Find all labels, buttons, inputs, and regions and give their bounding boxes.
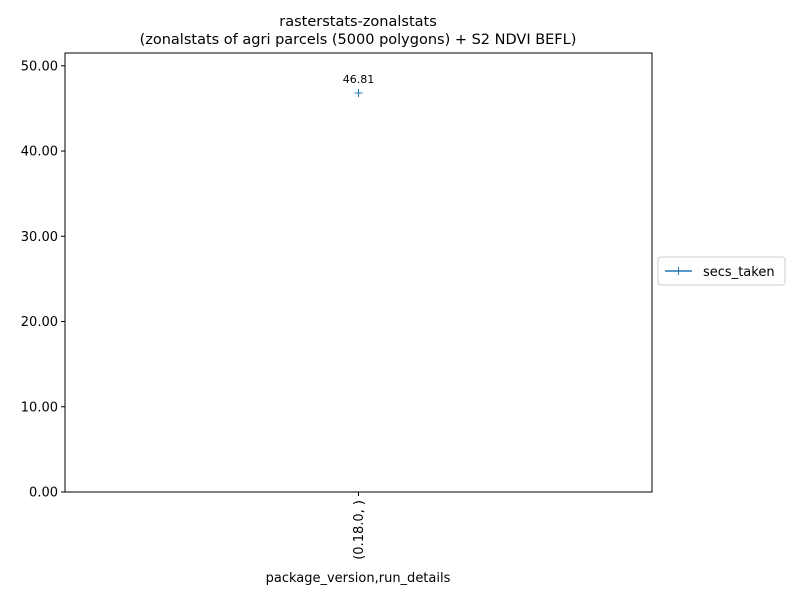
data-point (354, 88, 363, 97)
y-axis: 0.00 10.00 20.00 30.00 40.00 50.00 (21, 59, 65, 501)
data-label: 46.81 (343, 73, 375, 86)
x-axis: (0.18.0, ) (352, 492, 367, 560)
legend-label: secs_taken (703, 265, 775, 280)
y-tick-label: 50.00 (21, 59, 58, 74)
y-tick-label: 40.00 (21, 145, 58, 160)
plot-area (64, 52, 653, 493)
series-layer: 46.81 (343, 73, 375, 97)
y-tick-label: 30.00 (21, 230, 58, 245)
chart-subtitle: (zonalstats of agri parcels (5000 polygo… (140, 32, 577, 48)
x-tick-label: (0.18.0, ) (352, 500, 367, 560)
legend: secs_taken (657, 256, 786, 286)
legend-marker (674, 267, 683, 275)
legend-box (657, 256, 786, 286)
y-tick-label: 10.00 (21, 400, 58, 415)
chart-title: rasterstats-zonalstats (279, 14, 437, 30)
x-axis-label: package_version,run_details (266, 571, 451, 586)
y-tick-label: 0.00 (29, 486, 58, 501)
y-tick-label: 20.00 (21, 315, 58, 330)
